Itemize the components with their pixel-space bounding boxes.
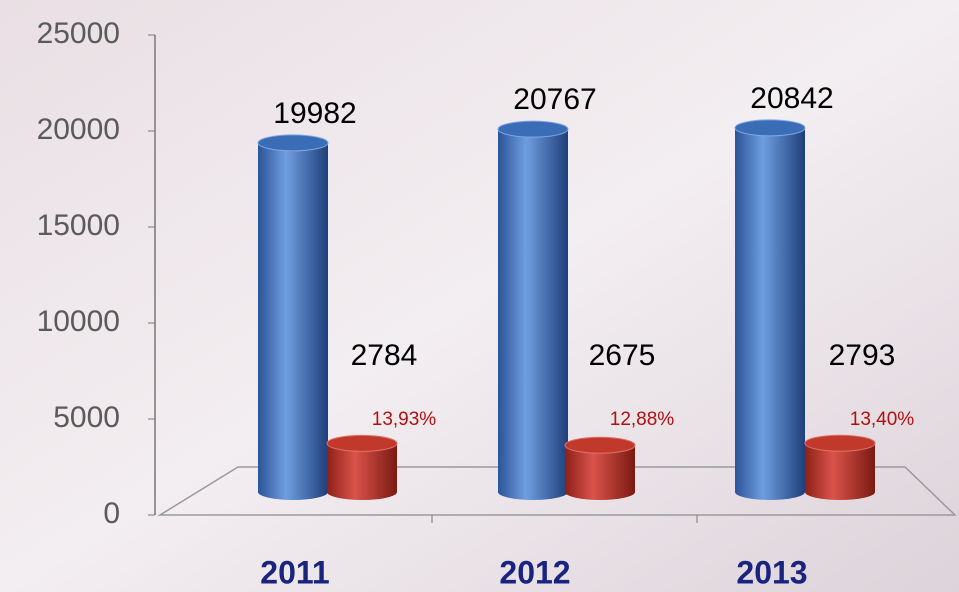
bar-top [564, 436, 636, 454]
bar-top [804, 434, 876, 452]
x-tick-label: 2013 [736, 554, 807, 590]
value-label: 2784 [351, 339, 418, 372]
bar-bottom [327, 484, 397, 500]
bar [735, 127, 805, 493]
y-tick-label: 25000 [37, 17, 120, 50]
bar-bottom [805, 484, 875, 500]
value-label: 2793 [829, 339, 896, 372]
x-tick-label: 2012 [499, 554, 570, 590]
y-tick-label: 5000 [53, 401, 120, 434]
x-tick-label: 2011 [260, 554, 329, 590]
bar-top [734, 119, 806, 137]
bar-bottom [498, 484, 568, 500]
y-tick-label: 10000 [37, 305, 120, 338]
bar-top [497, 120, 569, 138]
value-label: 2675 [589, 339, 656, 372]
bar-bottom [258, 484, 328, 500]
value-label: 19982 [273, 97, 356, 130]
bar-top [257, 134, 329, 152]
percent-label: 13,93% [372, 409, 437, 430]
value-label: 20767 [513, 83, 596, 116]
bar [498, 129, 568, 492]
value-label: 20842 [750, 82, 833, 115]
bar-top [326, 434, 398, 452]
y-tick-label: 15000 [37, 209, 120, 242]
floor [157, 466, 957, 516]
bar [258, 142, 328, 492]
y-tick-label: 0 [103, 497, 120, 530]
percent-label: 12,88% [610, 409, 675, 430]
percent-label: 13,40% [850, 409, 915, 430]
bar-bottom [735, 484, 805, 500]
y-tick-label: 20000 [37, 113, 120, 146]
bar-bottom [565, 484, 635, 500]
